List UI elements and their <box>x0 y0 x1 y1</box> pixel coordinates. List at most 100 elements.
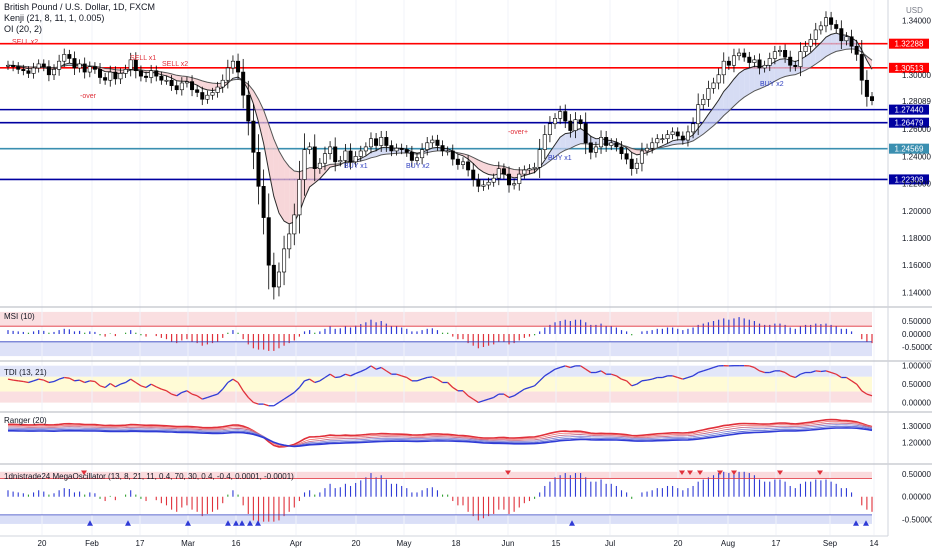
level-price-tag <box>889 143 929 154</box>
candle-body <box>292 214 297 235</box>
candle-body <box>568 120 573 131</box>
tdi-line-segment <box>472 398 479 403</box>
tdi-line-segment <box>621 378 627 382</box>
candle-body <box>399 147 404 150</box>
ranger-line <box>8 427 873 448</box>
candle-body <box>154 70 159 77</box>
tdi-line-segment <box>784 371 791 377</box>
candle-body <box>486 181 491 186</box>
tdi-line-segment <box>18 380 24 383</box>
tdi-line-segment <box>462 390 469 397</box>
signal-label: SELL x1 <box>130 55 156 62</box>
tdi-line-segment <box>697 370 704 374</box>
candle-body <box>742 52 747 58</box>
candle-body <box>752 59 757 63</box>
level-price-label: 1.27440 <box>895 106 924 115</box>
ema-ribbon-segment <box>565 132 571 151</box>
candle-body <box>118 73 123 80</box>
signal-label: SELL x2 <box>12 39 38 46</box>
candle-body <box>149 70 154 78</box>
tdi-line-segment <box>631 383 638 387</box>
x-tick-label: 16 <box>232 539 241 548</box>
candle-body <box>634 162 639 169</box>
tdi-line-segment <box>585 368 592 374</box>
tdi-line-segment <box>478 400 484 404</box>
candle-body <box>103 77 108 81</box>
candle-body <box>98 69 103 78</box>
ema-ribbon-segment <box>381 147 387 155</box>
tdi-line-segment <box>283 395 290 400</box>
price-tick-label: 1.30000 <box>902 71 931 80</box>
candle-body <box>455 158 460 165</box>
candle-body <box>21 69 26 72</box>
candle-body <box>655 138 660 144</box>
candle-body <box>338 160 343 163</box>
tdi-line-segment <box>273 401 280 407</box>
buy-marker <box>87 520 93 526</box>
tdi-line-segment <box>754 366 760 372</box>
mega-tick-label: 0.00000 <box>902 493 931 502</box>
tdi-line-segment <box>544 371 551 377</box>
tdi-line-segment <box>360 368 367 373</box>
candle-body <box>619 146 624 154</box>
ranger-line <box>8 418 873 448</box>
buy-marker <box>225 520 231 526</box>
candle-body <box>726 60 731 66</box>
tdi-line-segment <box>13 379 19 382</box>
buy-marker <box>863 520 869 526</box>
price-tick-label: 1.22000 <box>902 180 931 189</box>
ema-ribbon-segment <box>728 79 734 112</box>
ema-ribbon-segment <box>723 85 729 116</box>
tdi-line-segment <box>662 375 668 379</box>
candle-body <box>859 54 864 81</box>
msi-tick-label: -0.50000 <box>902 343 932 352</box>
tdi-line-segment <box>815 370 821 373</box>
candle-body <box>849 36 854 47</box>
candle-body <box>803 45 808 52</box>
tdi-line-segment <box>539 375 546 382</box>
level-price-tag <box>889 38 929 49</box>
tdi-line-segment <box>196 395 203 400</box>
tdi-line-segment <box>692 371 699 377</box>
candle-body <box>767 58 772 66</box>
candle-body <box>358 150 363 157</box>
ema-ribbon-segment <box>631 148 637 155</box>
ema-ribbon-segment <box>779 58 786 79</box>
tdi-line-segment <box>636 380 643 385</box>
candle-body <box>747 56 752 63</box>
mega-upper-band <box>0 471 872 479</box>
ema-ribbon-segment <box>713 100 719 126</box>
buy-marker <box>185 520 191 526</box>
candle-body <box>82 63 87 73</box>
price-tick-label: 1.34000 <box>902 16 931 25</box>
currency-label[interactable]: USD <box>906 6 923 15</box>
tdi-line-segment <box>217 388 224 395</box>
ema-ribbon-segment <box>529 169 535 174</box>
candle-body <box>414 157 419 161</box>
candle-body <box>491 177 496 183</box>
candle-body <box>190 81 195 91</box>
candle-body <box>542 134 547 150</box>
candle-body <box>558 111 563 119</box>
candle-body <box>818 25 823 31</box>
candle-body <box>609 142 614 146</box>
candle-body <box>236 60 241 73</box>
tdi-line-segment <box>447 382 454 388</box>
candle-body <box>854 45 859 55</box>
ranger-pane-title: Ranger (20) <box>4 416 47 425</box>
candle-body <box>650 142 655 149</box>
tdi-line-segment <box>851 380 858 385</box>
ema-ribbon-segment <box>105 68 111 72</box>
candle-body <box>31 67 36 74</box>
candle-body <box>573 119 578 131</box>
candle-body <box>128 59 133 70</box>
ema-ribbon-segment <box>197 79 203 89</box>
candle-body <box>808 39 813 47</box>
tdi-line-segment <box>651 376 658 380</box>
buy-marker <box>247 520 253 526</box>
megaoscillator-pane-title: 1dnistrade24 MegaOscillator (13, 8, 21, … <box>4 472 294 481</box>
tdi-line-segment <box>759 370 765 374</box>
x-tick-label: 20 <box>352 539 361 548</box>
tdi-line-segment <box>253 401 259 405</box>
tdi-line-segment <box>161 388 167 392</box>
